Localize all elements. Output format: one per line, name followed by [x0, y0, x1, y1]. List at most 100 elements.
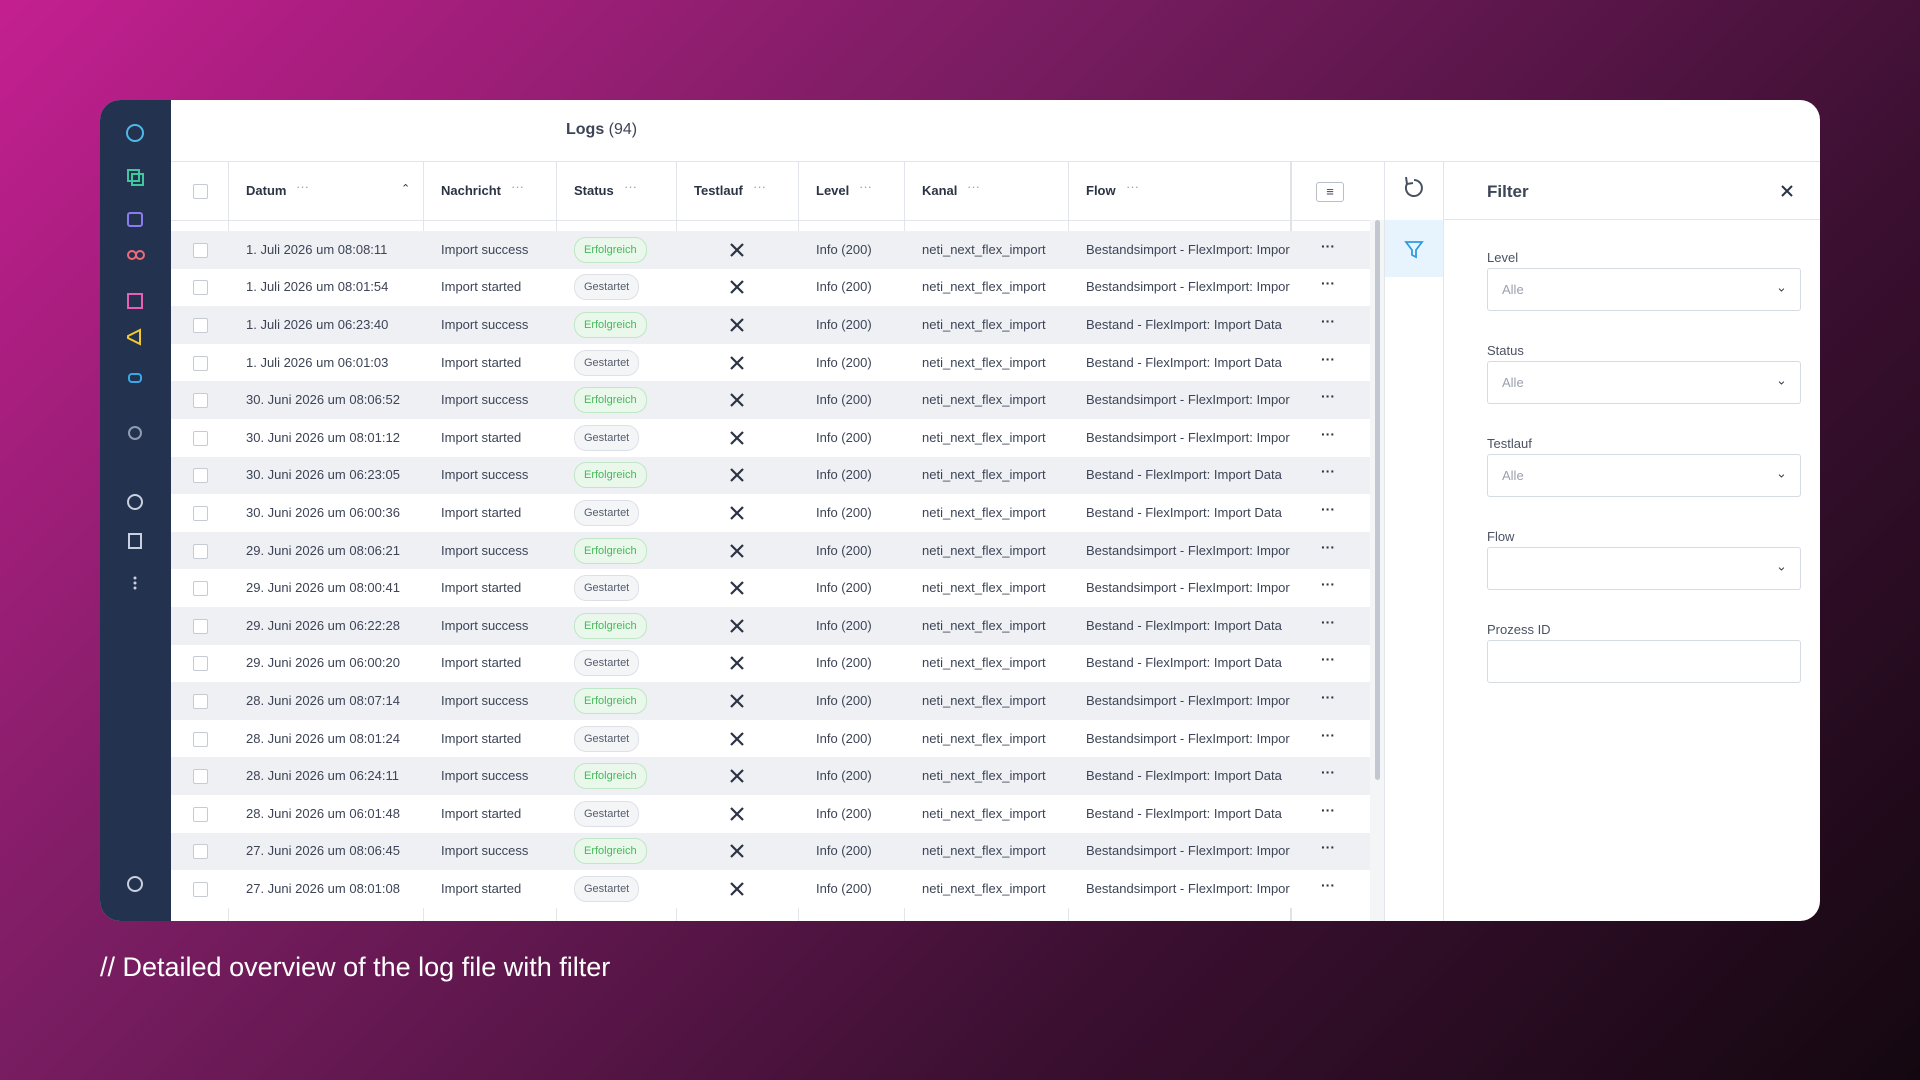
field-label: Testlauf: [1487, 436, 1532, 451]
channel-cell: neti_next_flex_import: [922, 768, 1046, 784]
table-row: [171, 607, 1370, 645]
row-checkbox[interactable]: [193, 882, 208, 897]
column-menu[interactable]: ···: [624, 179, 637, 194]
row-actions[interactable]: ···: [1321, 388, 1335, 405]
row-actions[interactable]: ···: [1321, 501, 1335, 517]
status-badge: Gestartet: [574, 575, 640, 602]
row-actions[interactable]: ···: [1321, 463, 1335, 480]
row-actions[interactable]: ···: [1321, 313, 1335, 329]
row-actions[interactable]: ···: [1321, 538, 1335, 555]
row-actions[interactable]: ···: [1321, 726, 1335, 743]
testlauf-icon: [730, 581, 744, 595]
testlauf-icon: [730, 431, 744, 445]
row-actions[interactable]: ···: [1321, 689, 1335, 705]
row-checkbox[interactable]: [193, 844, 208, 860]
row-checkbox[interactable]: [193, 355, 208, 371]
column-menu[interactable]: ···: [296, 179, 309, 194]
row-checkbox[interactable]: [193, 731, 208, 747]
column-menu[interactable]: ···: [967, 179, 980, 194]
message-cell: Import started: [441, 730, 522, 746]
testlauf-icon: [730, 844, 744, 859]
row-checkbox[interactable]: [193, 806, 208, 822]
date-cell: 28. Juni 2026 um 06:24:11: [246, 768, 399, 784]
date-cell: 1. Juli 2026 um 08:01:54: [246, 279, 389, 295]
row-checkbox[interactable]: [193, 280, 208, 296]
row-checkbox[interactable]: [193, 318, 208, 333]
column-menu[interactable]: ···: [859, 179, 872, 194]
row-checkbox[interactable]: [193, 618, 208, 634]
status-badge: Gestartet: [574, 650, 640, 677]
divider: [171, 161, 1820, 162]
row-actions[interactable]: ···: [1321, 275, 1335, 292]
row-checkbox[interactable]: [193, 393, 208, 409]
testlauf-icon: [730, 731, 744, 746]
column-header[interactable]: Datum: [246, 183, 287, 198]
status-badge: Erfolgreich: [574, 387, 647, 414]
filter-input[interactable]: Alle ⌃: [1487, 268, 1801, 311]
date-cell: 30. Juni 2026 um 08:01:12: [246, 429, 400, 445]
row-checkbox[interactable]: [193, 242, 208, 258]
row-actions[interactable]: ···: [1321, 613, 1335, 630]
channel-cell: neti_next_flex_import: [922, 241, 1046, 257]
row-checkbox[interactable]: [193, 581, 208, 597]
message-cell: Import success: [441, 843, 529, 859]
table-row: [171, 719, 1370, 758]
close-button[interactable]: [1780, 184, 1794, 198]
row-actions[interactable]: ···: [1321, 576, 1335, 593]
row-actions[interactable]: ···: [1321, 839, 1335, 856]
message-cell: Import success: [441, 241, 529, 257]
message-cell: Import started: [441, 805, 522, 821]
row-actions[interactable]: ···: [1321, 651, 1335, 668]
column-header[interactable]: Status: [574, 183, 614, 198]
row-actions[interactable]: ···: [1321, 877, 1335, 893]
status-badge: Gestartet: [574, 274, 640, 301]
row-checkbox[interactable]: [193, 656, 208, 672]
filter-input[interactable]: Alle ⌃: [1487, 454, 1801, 497]
row-actions[interactable]: ···: [1321, 764, 1335, 781]
status-badge: Erfolgreich: [574, 612, 647, 639]
filter-input[interactable]: ⌃: [1487, 547, 1801, 590]
app-window: Logs (94) Datum ··· Nachricht ··· Status ··· T…: [100, 100, 1820, 921]
message-cell: Import success: [441, 467, 529, 483]
row-checkbox[interactable]: [193, 694, 208, 709]
row-actions[interactable]: ···: [1321, 237, 1335, 254]
column-menu[interactable]: ···: [1126, 179, 1139, 194]
column-header[interactable]: Flow: [1086, 183, 1116, 198]
placeholder: Alle: [1502, 375, 1524, 390]
testlauf-icon: [730, 318, 744, 332]
column-menu[interactable]: ···: [511, 179, 524, 194]
date-cell: 30. Juni 2026 um 08:06:52: [246, 392, 400, 408]
row-actions[interactable]: ···: [1321, 801, 1335, 818]
row-checkbox[interactable]: [193, 769, 208, 785]
table-row: [171, 268, 1370, 307]
filter-input[interactable]: [1487, 640, 1801, 683]
flow-cell: Bestand - FlexImport: Import Data: [1086, 768, 1282, 784]
row-checkbox[interactable]: [193, 506, 208, 521]
columns-button[interactable]: ≡: [1316, 182, 1344, 202]
dropdown-arrow: ⌃: [1776, 372, 1787, 387]
row-checkbox[interactable]: [193, 543, 208, 559]
row-checkbox[interactable]: [193, 430, 208, 446]
status-badge: Gestartet: [574, 424, 640, 451]
date-cell: 30. Juni 2026 um 06:23:05: [246, 467, 400, 483]
filter-input[interactable]: Alle ⌃: [1487, 361, 1801, 404]
row-actions[interactable]: ···: [1321, 350, 1335, 367]
flow-cell: Bestand - FlexImport: Import Data: [1086, 467, 1282, 483]
date-cell: 27. Juni 2026 um 08:06:45: [246, 843, 400, 859]
row-checkbox[interactable]: [193, 468, 208, 484]
column-header[interactable]: Testlauf: [694, 183, 743, 198]
flow-cell: Bestandsimport - FlexImport: Import Data: [1086, 843, 1290, 859]
select-all[interactable]: [193, 184, 208, 199]
column-menu[interactable]: ···: [753, 179, 766, 194]
date-cell: 28. Juni 2026 um 08:07:14: [246, 693, 400, 708]
row-actions[interactable]: ···: [1321, 425, 1335, 442]
channel-cell: neti_next_flex_import: [922, 279, 1046, 295]
date-cell: 30. Juni 2026 um 06:00:36: [246, 505, 400, 520]
column-header[interactable]: Nachricht: [441, 183, 501, 198]
message-cell: Import success: [441, 693, 529, 708]
column-header[interactable]: Kanal: [922, 183, 958, 198]
level-cell: Info (200): [816, 843, 872, 859]
sort-icon[interactable]: ⌃: [401, 183, 411, 195]
date-cell: 27. Juni 2026 um 08:01:08: [246, 881, 400, 896]
column-header[interactable]: Level: [816, 183, 850, 198]
